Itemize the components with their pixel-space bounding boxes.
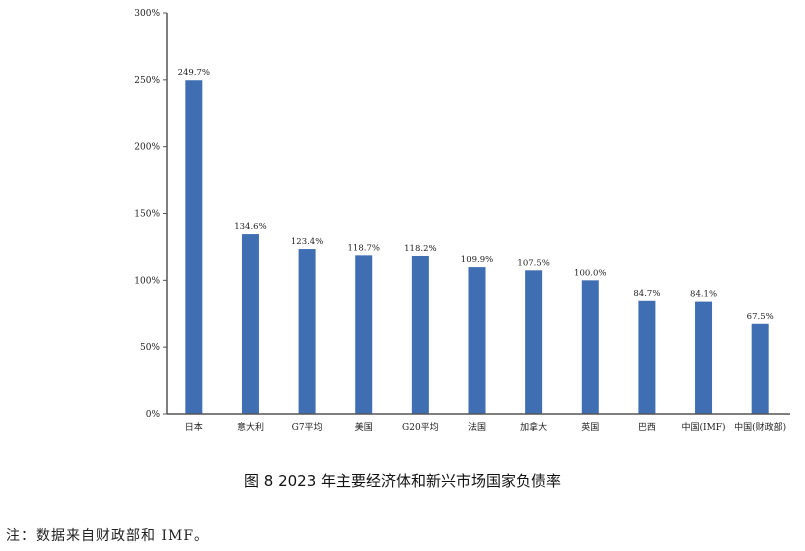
y-axis: 0% 50% 100% 150% 200% 250% 300% bbox=[134, 9, 168, 420]
data-label: 67.5% bbox=[747, 312, 774, 322]
y-tick-label: 150% bbox=[134, 210, 160, 220]
x-category-label: 加拿大 bbox=[520, 421, 547, 433]
data-label: 118.2% bbox=[404, 244, 436, 254]
bar bbox=[411, 256, 429, 414]
x-category-label: 巴西 bbox=[638, 422, 656, 433]
x-category-label: 中国(财政部) bbox=[734, 421, 786, 433]
data-label: 134.6% bbox=[234, 222, 266, 232]
x-axis: 日本 意大利 G7平均 美国 G20平均 法国 加拿大 英国 巴西 中国(IMF) 中国(财政部) bbox=[167, 413, 790, 433]
x-category-label: G20平均 bbox=[402, 421, 439, 433]
bar bbox=[185, 80, 203, 414]
y-tick-label: 100% bbox=[134, 276, 160, 286]
x-category-label: 英国 bbox=[581, 421, 599, 433]
figure-caption: 图 8 2023 年主要经济体和新兴市场国家负债率 bbox=[243, 472, 562, 490]
bar bbox=[638, 300, 656, 414]
data-label: 109.9% bbox=[461, 255, 493, 265]
bar bbox=[695, 301, 713, 414]
data-label: 249.7% bbox=[178, 68, 210, 78]
y-tick-label: 0% bbox=[146, 410, 161, 420]
x-category-label: G7平均 bbox=[292, 421, 323, 433]
x-category-label: 法国 bbox=[468, 421, 486, 433]
bar bbox=[468, 267, 486, 414]
x-category-label: 日本 bbox=[185, 421, 203, 433]
x-category-label: 中国(IMF) bbox=[682, 421, 726, 433]
source-note: 注：数据来自财政部和 IMF。 bbox=[6, 528, 210, 544]
bar-chart: 0% 50% 100% 150% 200% 250% 300% 249.7% 134.6% 12… bbox=[134, 9, 790, 433]
bar bbox=[581, 280, 599, 414]
y-tick-label: 50% bbox=[140, 343, 160, 353]
data-label: 118.7% bbox=[348, 243, 380, 253]
x-category-label: 意大利 bbox=[237, 421, 264, 433]
data-label: 107.5% bbox=[517, 258, 549, 268]
bar bbox=[241, 234, 259, 414]
y-tick-label: 300% bbox=[134, 9, 160, 19]
data-label: 84.1% bbox=[690, 290, 717, 300]
data-label: 123.4% bbox=[291, 237, 323, 247]
bar bbox=[751, 323, 769, 414]
bars: 249.7% 134.6% 123.4% 118.7% 118.2% 109.9% 107.… bbox=[178, 68, 774, 414]
x-category-label: 美国 bbox=[355, 421, 373, 433]
y-tick-label: 250% bbox=[134, 76, 160, 86]
bar bbox=[355, 255, 373, 414]
y-tick-label: 200% bbox=[134, 143, 160, 153]
bar bbox=[298, 249, 316, 414]
bar bbox=[525, 270, 543, 414]
data-label: 84.7% bbox=[633, 289, 660, 299]
data-label: 100.0% bbox=[574, 268, 606, 278]
